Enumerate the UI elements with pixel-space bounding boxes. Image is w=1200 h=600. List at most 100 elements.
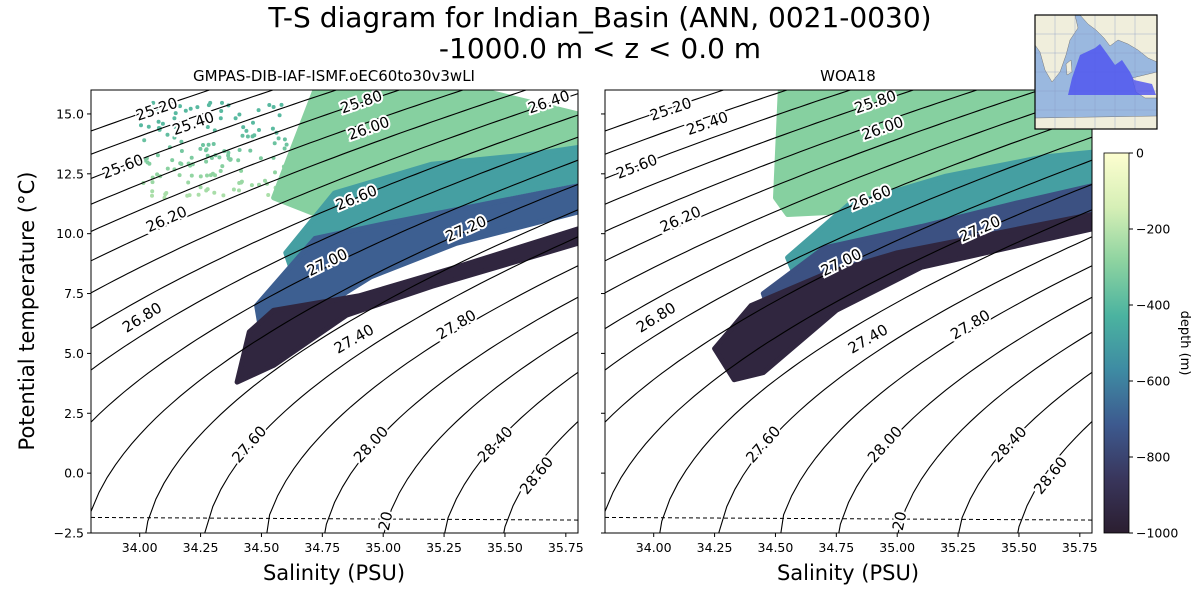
contour-label-group: 26.80: [631, 297, 681, 339]
scatter-point: [218, 116, 223, 121]
scatter-point: [205, 173, 209, 178]
contour-label: 28.40: [988, 423, 1031, 467]
isopycnal-27-40: [659, 209, 1092, 533]
scatter-point: [196, 192, 201, 197]
scatter-point: [179, 139, 184, 144]
model-scatter-cloud: [138, 90, 578, 385]
scatter-point: [251, 120, 255, 125]
scatter-point: [165, 132, 170, 137]
contour-label-group: 26.20: [655, 200, 706, 238]
x-tick-label: 34.25: [183, 540, 219, 555]
contour-label-group: 27.60: [226, 420, 272, 468]
contour-label-group: 25.60: [97, 149, 148, 185]
isopycnal-25-40: [605, 90, 789, 155]
contour-label-group: 28.00: [348, 420, 394, 468]
scatter-point: [204, 159, 209, 164]
scatter-point: [212, 190, 217, 195]
contour-label: 25.40: [684, 108, 730, 139]
isopycnal-25-60: [605, 90, 853, 180]
isopycnal-28-40: [444, 371, 578, 533]
scatter-point: [204, 115, 208, 120]
x-tick-label: 34.00: [636, 540, 672, 555]
depth-band-950m: [712, 212, 1092, 383]
colorbar-gradient: [1103, 152, 1130, 534]
contour-label: 27.80: [947, 306, 993, 344]
contour-label: 20: [375, 510, 397, 532]
y-tick-label: 2.5: [64, 406, 84, 421]
isopycnal-27-80: [780, 265, 1092, 533]
isopycnal-25-20: [605, 90, 726, 132]
y-tick-label: 15.0: [56, 106, 84, 121]
scatter-point: [270, 126, 275, 131]
obs-axes-frame: [604, 89, 1093, 534]
colorbar-tick-label: −1000: [1136, 526, 1178, 541]
isopycnal-26-80: [91, 136, 578, 371]
obs-axes: 34.00 34.25 34.50 34.75 35.00 35.25 35.50 35.75: [601, 113, 1098, 555]
scatter-point: [271, 105, 276, 109]
isopycnal-25-80: [91, 90, 402, 205]
freezing-line: [605, 516, 1092, 521]
contour-label-group: 27.80: [945, 304, 995, 346]
contour-label: 26.80: [633, 299, 679, 337]
scatter-point: [226, 150, 231, 155]
contour-label: 26.80: [119, 299, 165, 337]
isopycnal-26-80: [605, 136, 1092, 371]
panel-obs-title: WOA18: [820, 67, 876, 85]
colorbar-tick-label: −400: [1136, 298, 1170, 313]
scatter-point: [179, 162, 184, 166]
scatter-point: [201, 143, 205, 147]
scatter-point: [236, 158, 241, 163]
scatter-point: [188, 106, 193, 111]
depth-band-950m: [234, 226, 578, 385]
scatter-point: [163, 192, 168, 197]
model-y-axis-label: Potential temperature (°C): [15, 172, 39, 451]
x-tick-label: 34.25: [697, 540, 733, 555]
contour-label-group: 27.80: [431, 304, 481, 346]
scatter-point: [170, 158, 175, 163]
panel-model-title: GMPAS-DIB-IAF-ISMF.oEC60to30v3wLI: [193, 67, 475, 85]
x-tick-label: 35.75: [1062, 540, 1098, 555]
isopycnal-26-20: [605, 90, 1042, 262]
scatter-point: [150, 193, 154, 198]
scatter-point: [218, 169, 223, 173]
contour-label: 28.60: [1030, 453, 1071, 498]
scatter-point: [189, 173, 194, 178]
scatter-point: [178, 122, 183, 127]
scatter-point: [206, 142, 211, 147]
x-tick-label: 34.75: [818, 540, 854, 555]
scatter-point: [258, 156, 263, 161]
scatter-point: [165, 166, 170, 171]
scatter-point: [172, 135, 177, 140]
contour-label: 28.40: [474, 423, 517, 467]
contour-label: 25.60: [99, 151, 146, 183]
x-tick-label: 35.25: [426, 540, 462, 555]
isopycnal-25-40: [91, 90, 275, 155]
scatter-point: [173, 111, 178, 116]
contour-label: 28.00: [864, 422, 906, 466]
scatter-point: [244, 128, 249, 133]
isopycnal-26-40: [91, 93, 578, 294]
isopycnal-27-60: [204, 236, 578, 533]
y-tick-label: 5.0: [64, 346, 84, 361]
scatter-point: [183, 108, 188, 113]
x-tick-label: 35.50: [487, 540, 523, 555]
contour-label-group: 25.60: [611, 149, 662, 185]
colorbar-ticks: 0 −200 −400 −600 −800 −1000: [1129, 146, 1178, 541]
scatter-point: [245, 134, 250, 139]
map-indian-basin-region: [1068, 44, 1156, 95]
isopycnal-28-00: [324, 296, 578, 533]
scatter-point: [179, 149, 184, 153]
contour-label: 27.60: [228, 422, 270, 466]
scatter-point: [205, 125, 210, 129]
isopycnal-27-00: [605, 159, 1092, 423]
freezing-line: [91, 516, 578, 521]
scatter-point: [172, 124, 177, 129]
model-axes: 34.00 34.25 34.50 34.75 35.00 35.25 35.50 35.75…: [54, 106, 584, 555]
scatter-point: [256, 108, 261, 113]
x-tick-label: 34.50: [758, 540, 794, 555]
scatter-point: [151, 100, 156, 105]
model-x-axis-label: Salinity (PSU): [263, 561, 405, 585]
isopycnal-26-60: [91, 114, 578, 330]
scatter-point: [231, 187, 236, 192]
isopycnal-27-60: [718, 236, 1092, 533]
